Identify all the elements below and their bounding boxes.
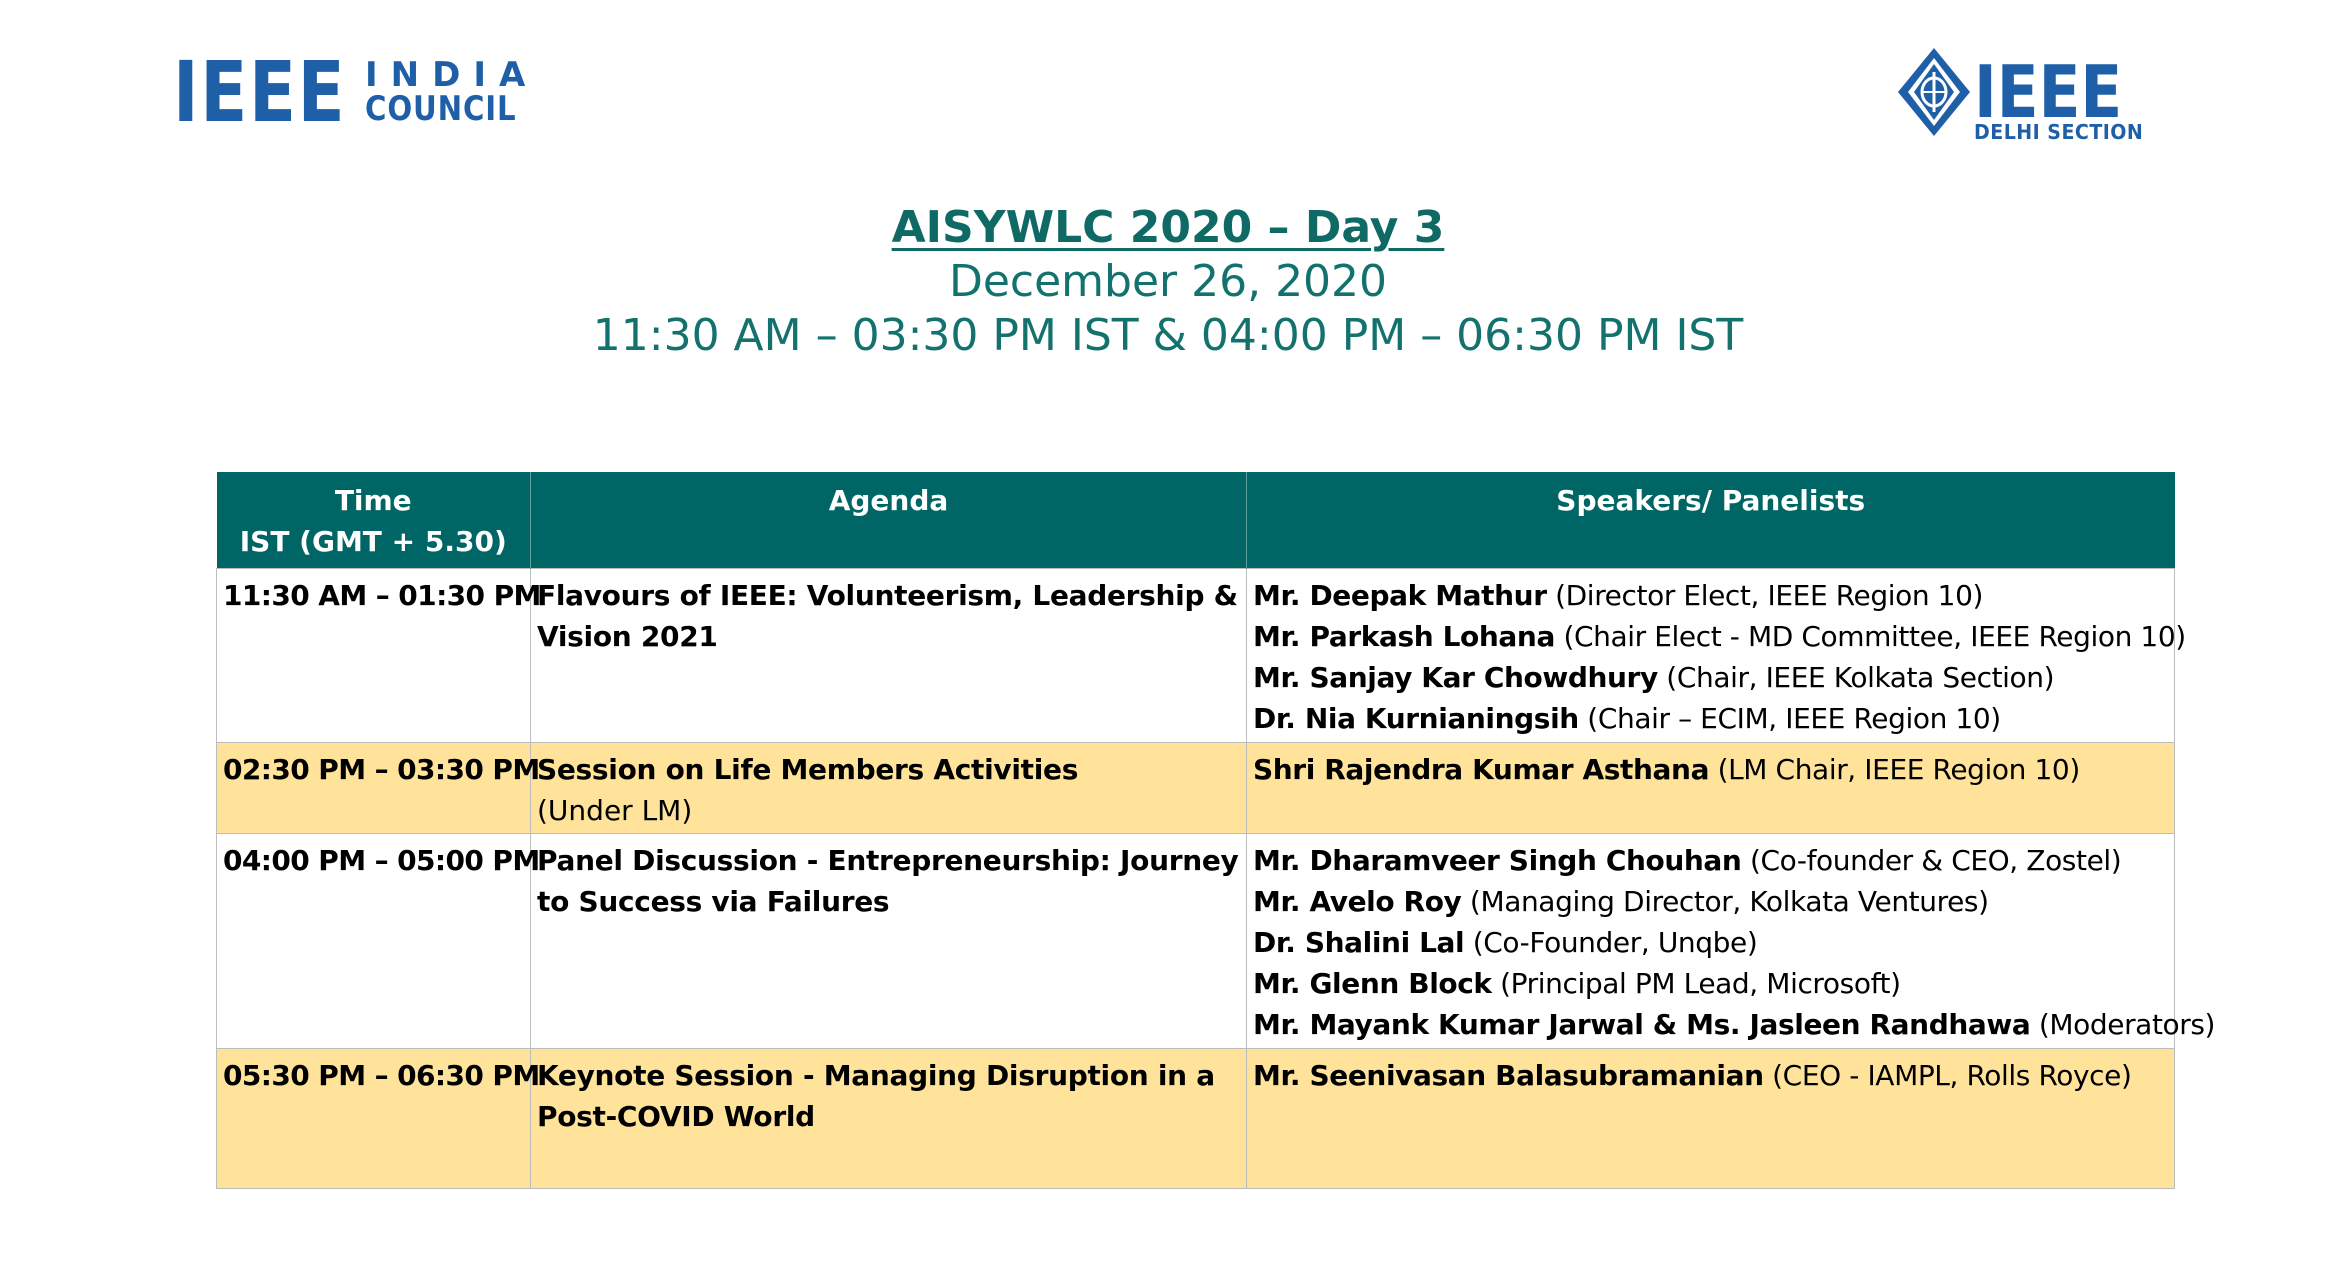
page-title: AISYWLC 2020 – Day 3 [891, 202, 1445, 253]
header-agenda: Agenda [530, 472, 1247, 569]
speaker-entry: Shri Rajendra Kumar Asthana (LM Chair, I… [1253, 749, 2168, 790]
speaker-name: Mr. Dharamveer Singh Chouhan [1253, 844, 1742, 877]
speaker-entry: Mr. Glenn Block (Principal PM Lead, Micr… [1253, 963, 2168, 1004]
event-time: 11:30 AM – 03:30 PM IST & 04:00 PM – 06:… [592, 310, 1744, 361]
time-cell: 02:30 PM – 03:30 PM [216, 742, 540, 834]
speaker-role: (Co-Founder, Unqbe) [1464, 926, 1758, 959]
agenda-cell: Keynote Session - Managing Disruption in… [530, 1048, 1247, 1189]
speaker-entry: Dr. Shalini Lal (Co-Founder, Unqbe) [1253, 922, 2168, 963]
agenda-topic: Keynote Session - Managing Disruption in… [537, 1059, 1215, 1133]
speaker-role: (Moderators) [2030, 1008, 2216, 1041]
speaker-role: (CEO - IAMPL, Rolls Royce) [1763, 1059, 2132, 1092]
speaker-name: Dr. Nia Kurnianingsih [1253, 702, 1579, 735]
speakers-cell: Mr. Seenivasan Balasubramanian (CEO - IA… [1246, 1048, 2175, 1189]
speaker-role: (LM Chair, IEEE Region 10) [1709, 753, 2081, 786]
logo-left-main: IEEE [173, 43, 347, 141]
speaker-role: (Managing Director, Kolkata Ventures) [1461, 885, 1989, 918]
speaker-entry: Mr. Deepak Mathur (Director Elect, IEEE … [1253, 575, 2168, 616]
speaker-entry: Mr. Avelo Roy (Managing Director, Kolkat… [1253, 881, 2168, 922]
header-time-line2: IST (GMT + 5.30) [239, 525, 507, 558]
speaker-entry: Mr. Seenivasan Balasubramanian (CEO - IA… [1253, 1055, 2168, 1096]
speaker-role: (Chair – ECIM, IEEE Region 10) [1578, 702, 2001, 735]
speaker-name: Shri Rajendra Kumar Asthana [1253, 753, 1710, 786]
speaker-role: (Director Elect, IEEE Region 10) [1546, 579, 1984, 612]
table-row: 04:00 PM – 05:00 PM Panel Discussion - E… [216, 833, 2215, 1049]
table-row: 02:30 PM – 03:30 PM Session on Life Memb… [216, 742, 2175, 834]
agenda-topic: Panel Discussion - Entrepreneurship: Jou… [537, 844, 1239, 918]
speakers-cell: Mr. Deepak Mathur (Director Elect, IEEE … [1246, 568, 2186, 743]
agenda-cell: Session on Life Members Activities (Unde… [530, 742, 1247, 834]
header-time-line1: Time [334, 484, 412, 517]
time-cell: 05:30 PM – 06:30 PM [216, 1048, 540, 1189]
speaker-name: Mr. Glenn Block [1253, 967, 1492, 1000]
table-row: 11:30 AM – 01:30 PM Flavours of IEEE: Vo… [216, 568, 2186, 743]
event-date: December 26, 2020 [948, 256, 1388, 307]
speakers-cell: Mr. Dharamveer Singh Chouhan (Co-founder… [1246, 833, 2215, 1049]
logo-left-council-block: INDIA COUNCIL [365, 58, 541, 126]
speaker-name: Mr. Avelo Roy [1253, 885, 1462, 918]
speakers-cell: Shri Rajendra Kumar Asthana (LM Chair, I… [1246, 742, 2175, 834]
agenda-topic: Flavours of IEEE: Volunteerism, Leadersh… [537, 579, 1238, 653]
speaker-entry: Mr. Parkash Lohana (Chair Elect - MD Com… [1253, 616, 2186, 657]
header-speakers: Speakers/ Panelists [1246, 472, 2175, 569]
speaker-role: (Co-founder & CEO, Zostel) [1741, 844, 2122, 877]
schedule-table: Time IST (GMT + 5.30) Agenda Speakers/ P… [216, 472, 2215, 1189]
logo-right-sub: DELHI SECTION [1974, 120, 2144, 144]
speaker-name: Dr. Shalini Lal [1253, 926, 1465, 959]
agenda-cell: Flavours of IEEE: Volunteerism, Leadersh… [530, 568, 1247, 743]
ieee-delhi-section-logo: IEEE DELHI SECTION [1896, 46, 2166, 146]
speaker-name: Mr. Sanjay Kar Chowdhury [1253, 661, 1658, 694]
speaker-name: Mr. Seenivasan Balasubramanian [1253, 1059, 1764, 1092]
header-time: Time IST (GMT + 5.30) [216, 472, 531, 569]
logo-right-main: IEEE [1974, 50, 2123, 134]
speaker-role: (Principal PM Lead, Microsoft) [1491, 967, 1901, 1000]
logo-left-line2: COUNCIL [365, 89, 517, 129]
agenda-note: (Under LM) [537, 794, 693, 827]
speaker-name: Mr. Deepak Mathur [1253, 579, 1547, 612]
speaker-entry: Dr. Nia Kurnianingsih (Chair – ECIM, IEE… [1253, 698, 2168, 739]
speaker-entry: Mr. Sanjay Kar Chowdhury (Chair, IEEE Ko… [1253, 657, 2168, 698]
speaker-role: (Chair, IEEE Kolkata Section) [1657, 661, 2055, 694]
table-header-row: Time IST (GMT + 5.30) Agenda Speakers/ P… [216, 472, 2175, 569]
ieee-diamond-icon [1898, 48, 1970, 136]
ieee-india-council-logo: IEEE INDIA COUNCIL [173, 50, 525, 134]
speaker-role: (Chair Elect - MD Committee, IEEE Region… [1554, 620, 2186, 653]
time-cell: 04:00 PM – 05:00 PM [216, 833, 540, 1049]
agenda-cell: Panel Discussion - Entrepreneurship: Jou… [530, 833, 1247, 1049]
speaker-entry: Mr. Mayank Kumar Jarwal & Ms. Jasleen Ra… [1253, 1004, 2215, 1045]
time-cell: 11:30 AM – 01:30 PM [216, 568, 541, 743]
speaker-entry: Mr. Dharamveer Singh Chouhan (Co-founder… [1253, 840, 2168, 881]
agenda-topic: Session on Life Members Activities [537, 753, 1079, 786]
table-row: 05:30 PM – 06:30 PM Keynote Session - Ma… [216, 1048, 2175, 1189]
speaker-name: Mr. Mayank Kumar Jarwal & Ms. Jasleen Ra… [1253, 1008, 2031, 1041]
logo-left-line1: INDIA [365, 55, 539, 95]
speaker-name: Mr. Parkash Lohana [1253, 620, 1555, 653]
